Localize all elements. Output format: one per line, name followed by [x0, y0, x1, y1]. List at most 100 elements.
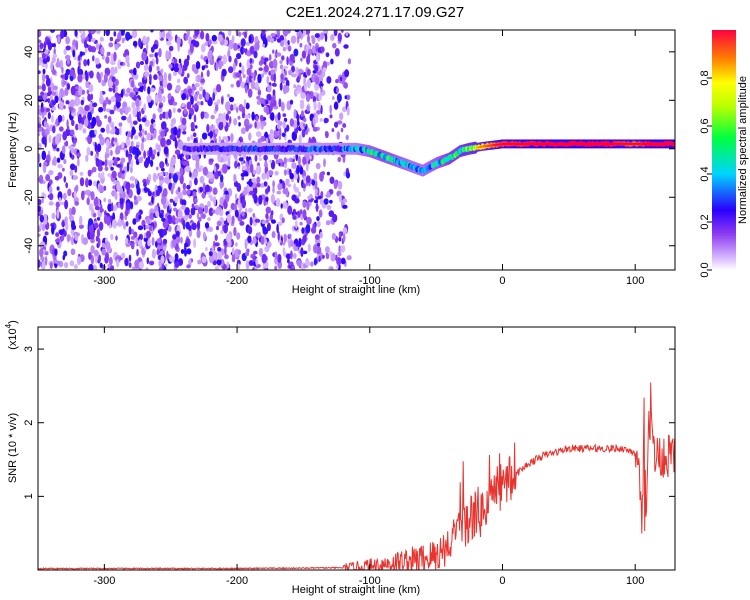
spectrogram-track-core: [494, 143, 497, 146]
spectrogram-noise-cell: [162, 78, 168, 88]
spectrogram-noise-cell: [202, 182, 206, 193]
spectrogram-noise-cell: [115, 235, 118, 241]
spectrogram-noise-cell: [315, 162, 321, 170]
spectrogram-noise-cell: [129, 145, 133, 154]
spectrogram-noise-cell: [221, 96, 224, 105]
spectrogram-noise-cell: [138, 123, 143, 132]
spectrogram-noise-cell: [286, 124, 290, 132]
spectrogram-track-core: [635, 142, 637, 145]
spectrogram-track-core: [586, 142, 588, 145]
spectrogram-noise-cell: [209, 178, 214, 183]
spectrogram-noise-cell: [133, 135, 139, 140]
spectrogram-noise-cell: [209, 256, 214, 261]
spectrogram-noise-cell: [300, 247, 304, 258]
spectrogram-noise-cell: [335, 79, 339, 84]
spectrogram-track-core: [560, 142, 563, 145]
spectrogram-noise-cell: [336, 86, 339, 94]
spectrogram-noise-cell: [319, 32, 324, 40]
spectrogram-noise-cell: [240, 127, 246, 135]
spectrogram-noise-cell: [192, 132, 197, 137]
spectrogram-noise-cell: [257, 231, 261, 238]
spectrogram-noise-cell: [243, 99, 247, 109]
spectrogram-noise-cell: [201, 192, 206, 199]
spectrogram-noise-cell: [212, 187, 218, 195]
spectrogram-noise-cell: [39, 214, 44, 223]
spectrogram-noise-cell: [205, 32, 210, 42]
spectrogram-noise-cell: [119, 126, 122, 136]
spectrogram-noise-cell: [173, 66, 179, 73]
spectrogram-noise-cell: [315, 54, 320, 63]
spectrogram-noise-cell: [275, 159, 279, 165]
spectrogram-noise-cell: [199, 175, 205, 184]
spectrogram-noise-cell: [85, 189, 91, 195]
spectrogram-noise-cell: [55, 201, 60, 208]
spectrogram-noise-cell: [246, 75, 250, 83]
spectrogram-noise-cell: [287, 45, 292, 52]
spectrogram-track-core: [612, 142, 615, 145]
spectrogram-track-core: [607, 142, 609, 145]
spectrogram-noise-cell: [298, 134, 302, 145]
spectrogram-noise-cell: [302, 209, 307, 219]
spectrogram-noise-cell: [310, 261, 314, 267]
spectrogram-track-core: [641, 142, 644, 145]
spectrogram-noise-cell: [39, 162, 42, 168]
spectrogram-noise-cell: [47, 112, 51, 120]
spectrogram-noise-cell: [281, 132, 286, 138]
spectrogram-noise-cell: [121, 37, 126, 42]
spectrogram-noise-cell: [100, 71, 104, 78]
spectrogram-noise-cell: [326, 191, 330, 197]
spectrogram-noise-cell: [152, 122, 156, 128]
spectrogram-track-core: [514, 142, 516, 145]
spectrogram-noise-cell: [251, 178, 257, 183]
spectrogram-noise-cell: [96, 217, 101, 221]
spectrogram-track-core: [600, 142, 603, 145]
spectrogram-track-core: [559, 142, 562, 145]
spectrogram-noise-cell: [227, 158, 231, 167]
spectrogram-noise-cell: [66, 83, 71, 90]
spectrogram-noise-cell: [148, 260, 155, 266]
spectrogram-noise-cell: [38, 174, 44, 184]
spectrogram-noise-cell: [186, 184, 191, 190]
spectrogram-noise-cell: [207, 50, 213, 60]
spectrogram-noise-cell: [149, 53, 154, 58]
spectrogram-noise-cell: [161, 121, 167, 130]
spectrogram-noise-cell: [52, 101, 56, 105]
spectrogram-track-core: [604, 142, 607, 145]
spectrogram-noise-cell: [181, 93, 187, 101]
spectrogram-noise-cell: [264, 30, 268, 33]
spectrogram-noise-cell: [61, 66, 64, 74]
spectrogram-track-core: [511, 142, 514, 145]
spectrogram-noise-cell: [180, 236, 183, 244]
spectrogram-noise-cell: [338, 245, 342, 253]
spectrogram-noise-cell: [259, 114, 264, 122]
spectrogram-noise-cell: [177, 64, 182, 75]
spectrogram-noise-cell: [145, 230, 152, 239]
spectrogram-noise-cell: [201, 132, 208, 140]
spectrogram-noise-cell: [284, 77, 288, 81]
spectrogram-noise-cell: [114, 191, 118, 201]
spectrogram-noise-cell: [319, 198, 324, 205]
spectrogram-noise-cell: [152, 172, 157, 183]
spectrogram-noise-cell: [282, 120, 287, 129]
spectrogram-track-core: [637, 142, 640, 145]
spectrogram-noise-cell: [175, 189, 179, 195]
spectrogram-track-core: [594, 142, 596, 145]
spectrogram-noise-cell: [286, 56, 289, 66]
spectrogram-noise-cell: [107, 115, 112, 124]
spectrogram-noise-cell: [186, 73, 190, 79]
spectrogram-noise-cell: [171, 58, 175, 64]
spectrogram-noise-cell: [115, 87, 118, 92]
spectrogram-noise-cell: [307, 195, 312, 200]
spectrogram-noise-cell: [231, 247, 235, 256]
spectrogram-noise-cell: [179, 167, 184, 176]
spectrogram-noise-cell: [49, 262, 53, 270]
spectrogram-track-core: [515, 142, 518, 145]
spectrogram-noise-cell: [234, 193, 238, 200]
snr-axes: -300 -200 -100 0 100 1 2 3: [23, 327, 675, 587]
spectrogram-track-core: [620, 142, 623, 145]
spectrogram-noise-cell: [224, 190, 229, 195]
spectrogram-noise-cell: [105, 56, 110, 64]
spectrogram-noise-cell: [177, 108, 182, 113]
spectrogram-noise-cell: [200, 111, 204, 120]
spectrogram-noise-cell: [270, 210, 274, 216]
